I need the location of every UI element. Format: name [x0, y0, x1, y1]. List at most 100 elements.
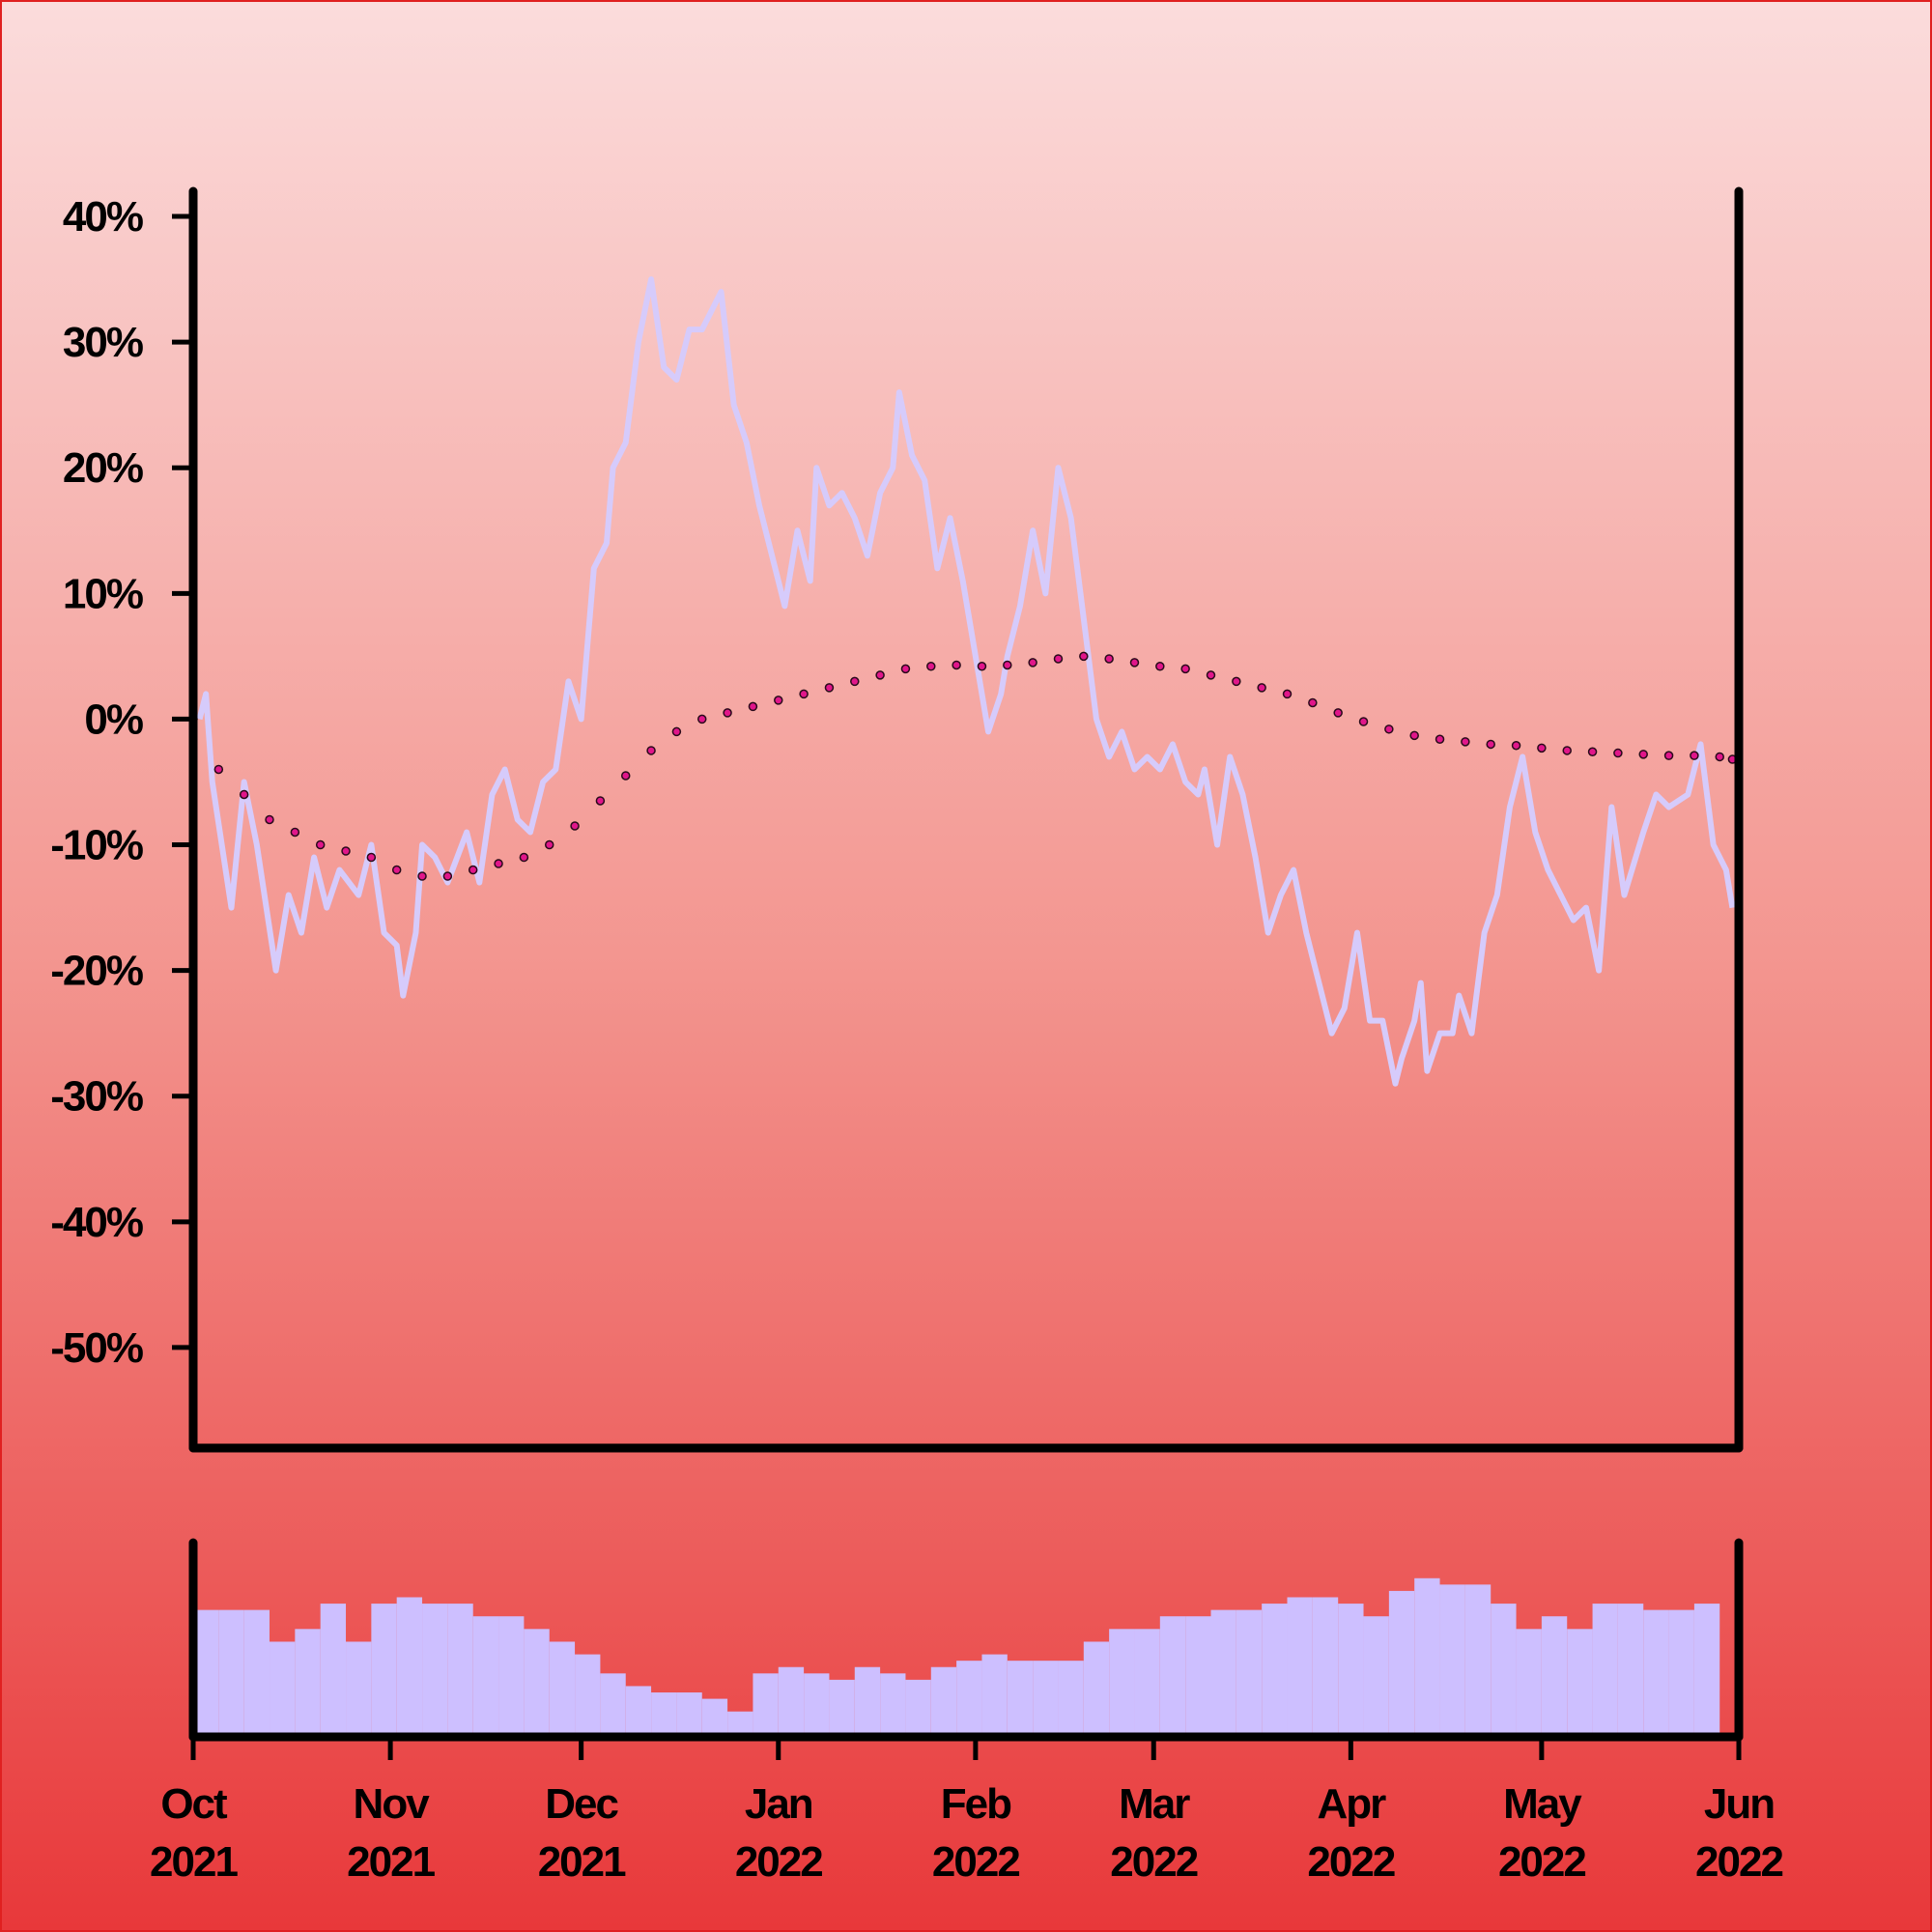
volume-bar — [625, 1686, 652, 1737]
y-tick-label: 20% — [63, 444, 143, 492]
volume-bar — [1491, 1604, 1517, 1737]
trend-dot — [213, 764, 224, 775]
volume-bar — [498, 1616, 525, 1737]
volume-bar — [1007, 1661, 1034, 1737]
price-line — [196, 276, 1736, 1087]
trend-dot — [1461, 737, 1470, 747]
y-tick-label: 0% — [84, 696, 142, 743]
trend-dot — [1358, 717, 1369, 726]
trend-dot — [1384, 724, 1394, 734]
volume-bar — [1287, 1597, 1313, 1737]
volume-bar — [1134, 1629, 1160, 1737]
trend-dot — [1003, 660, 1012, 670]
trend-dot — [1257, 683, 1266, 693]
volume-bar — [1210, 1609, 1236, 1737]
volume-bar — [1567, 1629, 1593, 1737]
volume-bar — [880, 1673, 906, 1737]
trend-dot — [1562, 746, 1572, 755]
trend-dot — [570, 821, 580, 831]
trend-dot — [1715, 752, 1724, 762]
volume-bar — [1312, 1597, 1339, 1737]
trend-dot — [1180, 664, 1190, 674]
trend-dot — [494, 859, 503, 868]
volume-bar — [1159, 1616, 1186, 1737]
trend-dot — [239, 789, 249, 800]
y-tick-label: 40% — [63, 193, 143, 241]
volume-bar — [447, 1604, 473, 1737]
volume-bar — [701, 1698, 728, 1737]
trend-dot — [926, 662, 936, 671]
trend-dot — [875, 670, 885, 680]
volume-bar — [905, 1679, 931, 1737]
volume-bar — [396, 1597, 423, 1737]
trend-dot — [696, 714, 707, 724]
volume-bar — [295, 1629, 321, 1737]
trend-dot — [748, 701, 758, 712]
trend-dot — [824, 683, 835, 693]
volume-bar — [829, 1679, 855, 1737]
volume-bar — [524, 1629, 550, 1737]
volume-bar — [1693, 1604, 1720, 1737]
trend-dot — [1282, 689, 1293, 699]
volume-bar — [1083, 1641, 1110, 1737]
x-tick-label: Nov 2021 — [347, 1780, 435, 1886]
trend-dot — [1104, 654, 1114, 664]
volume-bar — [1516, 1629, 1542, 1737]
volume-bar — [1414, 1577, 1440, 1737]
x-tick-label: May 2022 — [1498, 1780, 1585, 1886]
trend-dot — [774, 696, 783, 705]
volume-bar — [981, 1654, 1008, 1737]
volume-bar — [1668, 1609, 1694, 1737]
volume-bar — [651, 1692, 677, 1737]
plot-area: -50% -40% -30% -20% -10% 0% 10% 20% 30% 40% Oct 202… — [50, 186, 1784, 1886]
trend-dot — [1435, 734, 1445, 744]
volume-bar — [422, 1604, 448, 1737]
volume-bar — [1058, 1661, 1084, 1737]
trend-dot — [417, 871, 427, 881]
y-tick-label: -40% — [50, 1199, 143, 1246]
volume-bar — [472, 1616, 499, 1737]
trend-dot — [1206, 670, 1216, 680]
trend-dot — [1638, 750, 1648, 759]
y-tick-label: -30% — [50, 1073, 143, 1121]
volume-bar — [1109, 1629, 1135, 1737]
trend-dot — [468, 865, 478, 875]
volume-bar — [804, 1673, 830, 1737]
trend-dot — [315, 839, 326, 850]
volume-bar — [270, 1641, 296, 1737]
y-tick-label: -20% — [50, 948, 143, 995]
x-tick-label: Jan 2022 — [735, 1780, 822, 1886]
y-tick-label: 10% — [63, 570, 143, 617]
trend-dot — [671, 726, 682, 737]
trend-dot — [723, 708, 732, 718]
volume-bar — [956, 1661, 982, 1737]
trend-dot — [1690, 751, 1699, 760]
trend-dot — [620, 771, 631, 781]
trend-dot — [1053, 654, 1064, 664]
trend-dot — [850, 676, 860, 687]
volume-bar — [575, 1654, 601, 1737]
x-tick-label: Mar 2022 — [1110, 1780, 1197, 1886]
y-tick-label: 30% — [63, 319, 143, 366]
volume-bar — [243, 1609, 270, 1737]
trend-dot — [1663, 751, 1674, 760]
volume-bar — [753, 1673, 779, 1737]
volume-bar — [930, 1666, 957, 1737]
volume-bar — [854, 1666, 881, 1737]
volume-bar — [676, 1692, 702, 1737]
volume-bar — [1439, 1584, 1465, 1737]
trend-dot — [265, 814, 274, 825]
volume-bar — [1464, 1584, 1492, 1737]
trend-dot — [1079, 651, 1089, 662]
trend-dot — [366, 852, 377, 863]
volume-bar — [1592, 1604, 1618, 1737]
x-tick-label: Apr 2022 — [1307, 1780, 1394, 1886]
trend-dot — [952, 660, 961, 670]
y-tick-label: -50% — [50, 1324, 143, 1372]
trend-dot — [1155, 662, 1165, 671]
x-tick-label: Dec 2021 — [538, 1780, 626, 1886]
volume-bar — [1541, 1616, 1568, 1737]
volume-bar — [1262, 1604, 1288, 1737]
volume-bar — [1363, 1616, 1389, 1737]
